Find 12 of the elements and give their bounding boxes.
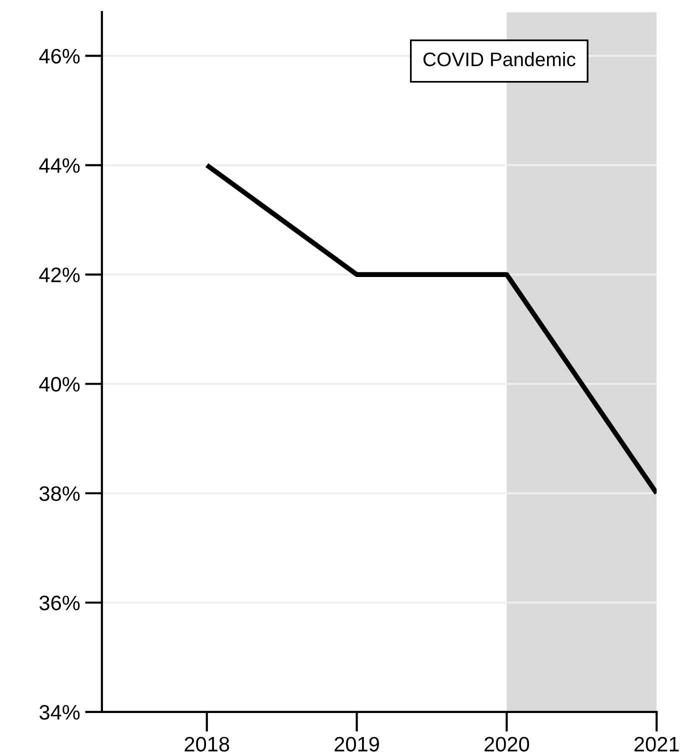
x-tick-label: 2019: [334, 736, 379, 752]
y-tick-label: 34%: [39, 704, 80, 720]
y-tick-label: 42%: [39, 268, 80, 282]
band-label: COVID Pandemic: [423, 52, 576, 66]
x-tick-label: 2020: [484, 736, 530, 752]
x-tick-label: 2021: [634, 736, 679, 752]
y-tick-label: 46%: [39, 48, 80, 64]
y-tick-label: 44%: [39, 158, 80, 173]
x-tick-label: 2018: [184, 736, 230, 752]
y-tick-label: 40%: [39, 376, 80, 392]
y-tick-label: 38%: [39, 486, 80, 502]
y-tick-label: 36%: [39, 596, 80, 610]
